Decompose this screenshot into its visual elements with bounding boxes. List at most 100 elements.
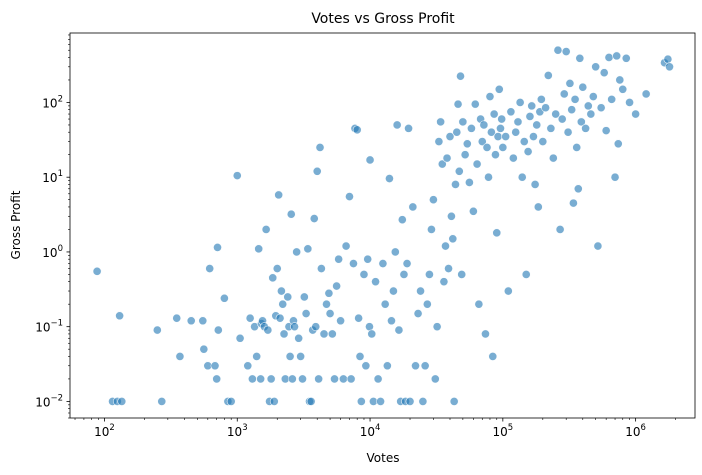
data-point: [361, 361, 371, 371]
data-point: [404, 123, 413, 133]
data-point: [479, 120, 489, 130]
data-point: [429, 195, 438, 205]
y-axis-ticks: 10−2 10−1 100 101 102: [35, 34, 70, 419]
data-point: [489, 109, 499, 119]
data-point: [213, 325, 223, 335]
data-point: [525, 112, 535, 121]
data-point: [425, 270, 434, 279]
data-point: [92, 266, 102, 276]
x-axis-label: Votes: [367, 451, 400, 465]
data-point: [274, 190, 284, 200]
data-point: [497, 114, 507, 124]
data-point: [529, 132, 538, 141]
data-point: [420, 361, 430, 371]
data-point: [303, 244, 313, 254]
data-point: [309, 214, 319, 223]
data-point: [477, 137, 487, 146]
x-axis-ticks: 102 103 104 105 106: [74, 418, 676, 439]
data-point: [285, 352, 295, 361]
data-point: [491, 150, 500, 160]
data-point: [399, 270, 409, 279]
data-point: [341, 241, 351, 251]
data-point: [573, 184, 583, 194]
data-point: [157, 397, 167, 406]
data-point: [275, 313, 285, 323]
data-point: [382, 361, 392, 371]
data-point: [484, 172, 493, 182]
data-point: [330, 374, 339, 384]
data-point: [541, 103, 551, 113]
data-point: [521, 270, 531, 279]
data-point: [205, 264, 215, 273]
data-point: [245, 313, 255, 323]
data-point: [470, 99, 480, 109]
data-point: [418, 397, 428, 406]
data-point: [530, 180, 540, 189]
data-point: [565, 78, 575, 88]
data-point: [472, 159, 482, 169]
data-point: [593, 241, 603, 251]
data-point: [172, 313, 182, 323]
data-point: [210, 361, 220, 371]
data-point: [378, 259, 388, 268]
data-point: [226, 397, 236, 406]
y-tick-label: 10−1: [35, 319, 63, 335]
data-point: [277, 286, 286, 296]
data-point: [266, 374, 276, 384]
data-point: [416, 286, 425, 296]
data-point: [569, 198, 578, 208]
data-point: [533, 202, 543, 212]
data-point: [612, 51, 622, 61]
data-point: [437, 159, 447, 169]
points-layer: [92, 45, 674, 406]
data-point: [615, 75, 625, 85]
data-point: [254, 244, 264, 254]
data-point: [316, 264, 326, 273]
data-point: [586, 109, 596, 119]
data-point: [338, 374, 348, 384]
x-tick-label: 106: [625, 423, 646, 439]
data-point: [458, 117, 468, 127]
data-point: [445, 132, 455, 141]
data-point: [356, 397, 366, 406]
data-point: [312, 166, 322, 176]
data-point: [453, 99, 463, 109]
data-point: [588, 92, 598, 101]
data-point: [604, 53, 614, 62]
data-point: [464, 178, 474, 187]
data-point: [252, 352, 262, 361]
data-point: [256, 374, 266, 384]
data-point: [354, 313, 364, 323]
data-point: [198, 316, 208, 326]
data-point: [488, 352, 498, 361]
y-tick-label: 101: [42, 169, 63, 185]
data-point: [506, 107, 516, 117]
data-point: [555, 225, 565, 234]
data-point: [332, 281, 342, 291]
data-point: [456, 71, 465, 81]
x-tick-label: 104: [360, 423, 381, 439]
data-point: [306, 397, 316, 406]
chart-title: Votes vs Gross Profit: [311, 11, 455, 27]
data-point: [559, 89, 569, 99]
data-point: [327, 329, 337, 339]
data-point: [596, 103, 606, 113]
data-point: [462, 139, 472, 149]
data-point: [468, 206, 478, 216]
data-point: [432, 322, 442, 332]
data-point: [298, 374, 307, 384]
data-point: [601, 126, 611, 136]
data-point: [613, 139, 623, 149]
data-point: [392, 120, 402, 130]
data-point: [553, 45, 563, 55]
x-tick-label: 103: [227, 423, 248, 439]
data-point: [152, 325, 162, 335]
data-point: [363, 254, 373, 264]
data-point: [319, 329, 329, 339]
data-point: [508, 153, 518, 163]
data-point: [355, 352, 365, 361]
data-point: [346, 374, 356, 384]
data-point: [625, 98, 634, 107]
data-point: [175, 352, 185, 361]
